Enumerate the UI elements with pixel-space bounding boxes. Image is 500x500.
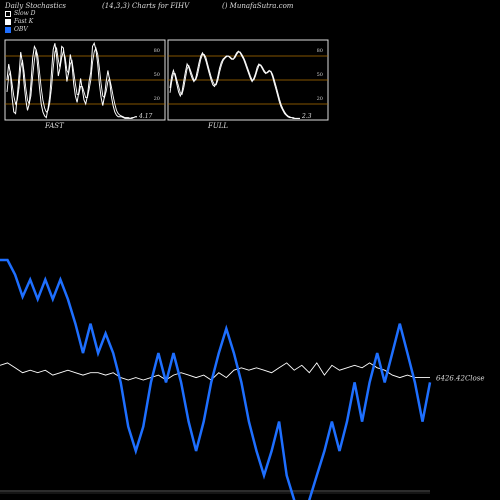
fast-tick-label: 50: [154, 72, 160, 78]
legend-label-fast-k: Fast K: [14, 18, 34, 25]
fast-series-line: [6, 41, 137, 119]
full-series-line: [169, 51, 300, 119]
fast-series-line: [6, 46, 137, 119]
legend-swatch-slow-d: [5, 10, 11, 17]
full-panel-title: FULL: [207, 122, 228, 130]
legend-item-fast-k: Fast K: [5, 18, 33, 25]
legend-label-obv: OBV: [14, 26, 28, 33]
full-last-value-label: 2.3: [301, 113, 312, 120]
fast-tick-label: 20: [154, 96, 160, 102]
full-tick-label: 50: [317, 72, 323, 78]
legend-item-slow-d: Slow D: [5, 10, 36, 17]
close-series-line: [0, 362, 430, 381]
full-tick-label: 20: [317, 96, 323, 102]
close-last-value-label: 6426.42Close: [436, 375, 485, 383]
legend-swatch-fast-k: [5, 18, 11, 25]
header-chart-params: (14,3,3) Charts for FIHV: [102, 2, 190, 10]
obv-series-line: [0, 258, 432, 500]
fast-tick-label: 80: [154, 48, 160, 54]
legend-swatch-obv: [5, 26, 11, 33]
header-source: () MunafaSutra.com: [222, 2, 294, 10]
full-series-line: [169, 50, 300, 119]
fast-last-value-label: 4.17: [138, 113, 153, 120]
full-tick-label: 80: [317, 48, 323, 54]
legend-label-slow-d: Slow D: [14, 10, 36, 17]
legend-item-obv: OBV: [5, 26, 28, 33]
fast-panel-title: FAST: [44, 122, 65, 130]
header-title: Daily Stochastics: [5, 2, 67, 10]
